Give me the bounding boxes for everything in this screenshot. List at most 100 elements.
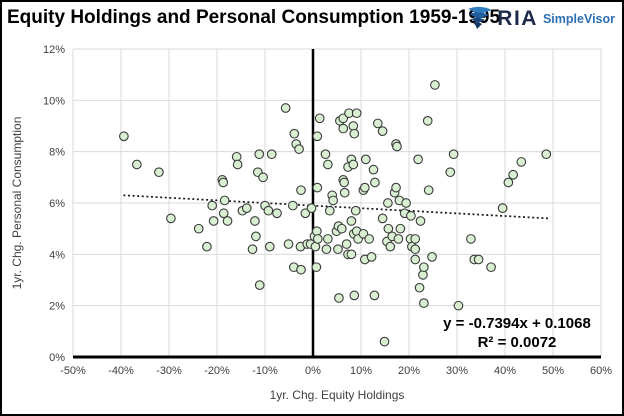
data-point bbox=[541, 149, 552, 160]
data-point bbox=[283, 239, 294, 249]
data-point bbox=[379, 336, 390, 347]
data-point bbox=[369, 290, 380, 301]
x-tick-label: 60% bbox=[590, 365, 612, 377]
y-tick-label: 8% bbox=[49, 147, 65, 159]
data-point bbox=[222, 216, 233, 226]
data-point bbox=[473, 254, 484, 265]
data-point bbox=[427, 252, 437, 262]
data-point bbox=[350, 205, 361, 216]
data-point bbox=[247, 244, 258, 255]
data-point bbox=[266, 149, 277, 160]
data-point bbox=[294, 144, 304, 154]
eagle-icon bbox=[468, 6, 493, 29]
data-point bbox=[401, 198, 411, 208]
data-point bbox=[413, 154, 423, 165]
data-point bbox=[348, 159, 359, 170]
data-point bbox=[296, 185, 306, 196]
data-point bbox=[306, 203, 317, 213]
data-point bbox=[324, 205, 335, 216]
data-point bbox=[516, 157, 527, 167]
y-tick-label: 2% bbox=[49, 301, 65, 313]
data-point bbox=[321, 244, 332, 255]
x-tick-label: 0% bbox=[305, 365, 321, 377]
data-point bbox=[414, 282, 425, 293]
data-point bbox=[264, 241, 275, 252]
data-point bbox=[311, 262, 322, 273]
data-point bbox=[333, 244, 343, 255]
data-point bbox=[351, 108, 362, 119]
data-point bbox=[466, 234, 476, 244]
data-point bbox=[391, 182, 401, 193]
data-point bbox=[232, 159, 243, 170]
data-point bbox=[296, 264, 306, 275]
data-point bbox=[250, 216, 260, 226]
y-tick-label: 12% bbox=[43, 44, 65, 56]
r-squared-line: R² = 0.0072 bbox=[477, 334, 557, 351]
data-point bbox=[334, 293, 344, 303]
data-point bbox=[383, 198, 393, 208]
data-point bbox=[341, 239, 352, 249]
x-axis-title: 1yr. Chg. Equity Holdings bbox=[269, 388, 405, 402]
data-point bbox=[448, 149, 459, 160]
data-point bbox=[410, 244, 421, 255]
data-point bbox=[497, 203, 508, 213]
data-point bbox=[287, 200, 298, 211]
y-tick-label: 10% bbox=[43, 95, 65, 107]
data-point bbox=[508, 169, 519, 180]
x-tick-label: -50% bbox=[60, 365, 86, 377]
data-point bbox=[193, 223, 204, 234]
data-point bbox=[445, 167, 456, 178]
data-point bbox=[272, 208, 282, 219]
data-point bbox=[360, 154, 371, 165]
data-point bbox=[339, 177, 350, 188]
data-point bbox=[349, 128, 360, 139]
data-point bbox=[346, 216, 357, 226]
data-point bbox=[289, 128, 300, 139]
data-point bbox=[208, 216, 219, 226]
data-point bbox=[119, 131, 129, 142]
data-point bbox=[258, 172, 268, 183]
data-point bbox=[218, 208, 229, 219]
data-point bbox=[254, 280, 265, 290]
data-point bbox=[328, 195, 339, 206]
data-point bbox=[314, 113, 325, 124]
data-point bbox=[383, 223, 394, 234]
x-tick-label: -40% bbox=[108, 365, 134, 377]
data-point bbox=[338, 123, 349, 134]
data-point bbox=[312, 234, 323, 244]
logo-product-text: SimpleVisor bbox=[542, 12, 615, 27]
data-point bbox=[312, 182, 323, 193]
data-point bbox=[251, 231, 261, 242]
data-point bbox=[377, 213, 388, 224]
data-point bbox=[300, 208, 311, 219]
data-point bbox=[241, 203, 252, 213]
trendline bbox=[123, 194, 549, 220]
data-point bbox=[312, 131, 323, 142]
x-tick-label: 30% bbox=[446, 365, 468, 377]
data-point bbox=[419, 298, 429, 308]
data-point bbox=[263, 205, 274, 216]
data-point bbox=[323, 159, 333, 170]
data-point bbox=[368, 164, 379, 175]
equation-line: y = -0.7394x + 0.1068 bbox=[443, 315, 591, 332]
data-point bbox=[166, 213, 176, 224]
data-point bbox=[359, 182, 370, 193]
trendline-annotation: y = -0.7394x + 0.1068 R² = 0.0072 bbox=[414, 314, 620, 352]
data-point bbox=[430, 80, 440, 90]
data-point bbox=[366, 252, 377, 262]
data-point bbox=[406, 210, 416, 221]
y-tick-label: 0% bbox=[49, 352, 65, 364]
data-point bbox=[320, 149, 331, 160]
data-point bbox=[372, 118, 383, 129]
data-point bbox=[280, 103, 291, 113]
data-point bbox=[410, 234, 421, 244]
data-point bbox=[453, 300, 464, 311]
logo-brand-text: RIA bbox=[497, 6, 538, 30]
data-point bbox=[349, 290, 360, 301]
data-point bbox=[385, 241, 396, 252]
data-point bbox=[415, 216, 426, 226]
data-point bbox=[131, 159, 142, 170]
data-point bbox=[377, 126, 388, 136]
x-tick-label: 20% bbox=[398, 365, 420, 377]
